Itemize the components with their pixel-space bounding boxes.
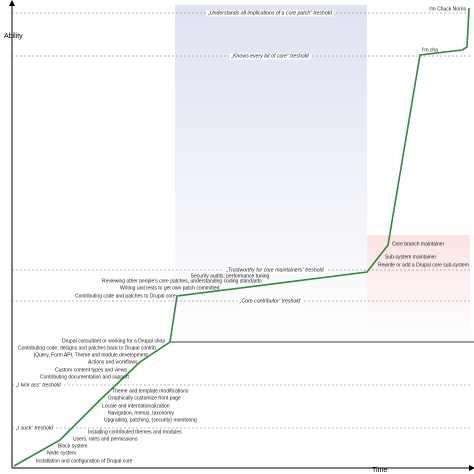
milestone-label: Contributing code, designs and patches b… (18, 345, 156, 351)
milestone-label: Block system (58, 443, 87, 449)
peak-label: I'm cha (422, 47, 438, 53)
label-bg (237, 298, 303, 305)
x-axis-label: Time (372, 467, 387, 474)
milestone-label: Locale and internationalization (102, 403, 170, 409)
milestone-label: Drupal consultant or working for a Drupa… (62, 338, 165, 344)
milestone-label: Writing unit tests to get own patch comm… (120, 285, 220, 291)
milestone-label: Contributing documentation and support (40, 374, 130, 380)
threshold-label: „I suck“ treshold (15, 425, 54, 431)
label-bg (14, 382, 63, 389)
threshold-label: „Understands all implications of a core … (207, 10, 333, 16)
milestone-label: Contributing code and patches to Drupal … (75, 293, 176, 299)
milestone-label: Actions and workflows (88, 359, 138, 365)
milestone-label: jQuery, Form API, Theme and module devel… (33, 352, 148, 358)
milestone-label: Core branch maintainer (392, 241, 445, 247)
label-bg (206, 10, 334, 17)
milestone-label: Installing contributed themes and module… (88, 429, 182, 435)
phase-band (367, 235, 470, 340)
y-axis-label: Ability (4, 33, 23, 40)
milestone-label: Rewrite or add a Drupal core sub-system (378, 262, 469, 268)
label-bg (224, 267, 326, 274)
milestone-label: Navigation, menus, taxonomy (108, 410, 174, 416)
learning-curve (13, 7, 470, 467)
milestone-label: Theme and template modifications (112, 388, 189, 394)
threshold-label: „Knows every bit of core“ treshold (230, 53, 309, 59)
milestone-label: Sub-system maintainer (385, 254, 436, 260)
threshold-label: „Trustworthy for core maintainers“ tresh… (225, 267, 324, 273)
threshold-label: „Core contributor“ treshold (239, 298, 302, 304)
milestone-label: Graphically customize front page (108, 395, 181, 401)
milestone-label: Reviewing other people's core patches, u… (102, 278, 262, 284)
peak-label: I'm Chuck Norris (429, 6, 466, 12)
label-bg (229, 53, 311, 60)
milestone-label: Security audits, performance tuning (191, 273, 270, 279)
milestone-label: Custom content types and views (55, 367, 127, 373)
label-bg (14, 425, 56, 432)
milestone-label: Installation and configuration of Drupal… (36, 458, 133, 464)
milestone-label: Users, roles and permissions (73, 436, 138, 442)
milestone-label: Upgrading, patching, (security) monitori… (104, 417, 197, 423)
milestone-label: Node system (47, 450, 76, 456)
threshold-label: „I kick ass“ treshold (15, 382, 62, 388)
